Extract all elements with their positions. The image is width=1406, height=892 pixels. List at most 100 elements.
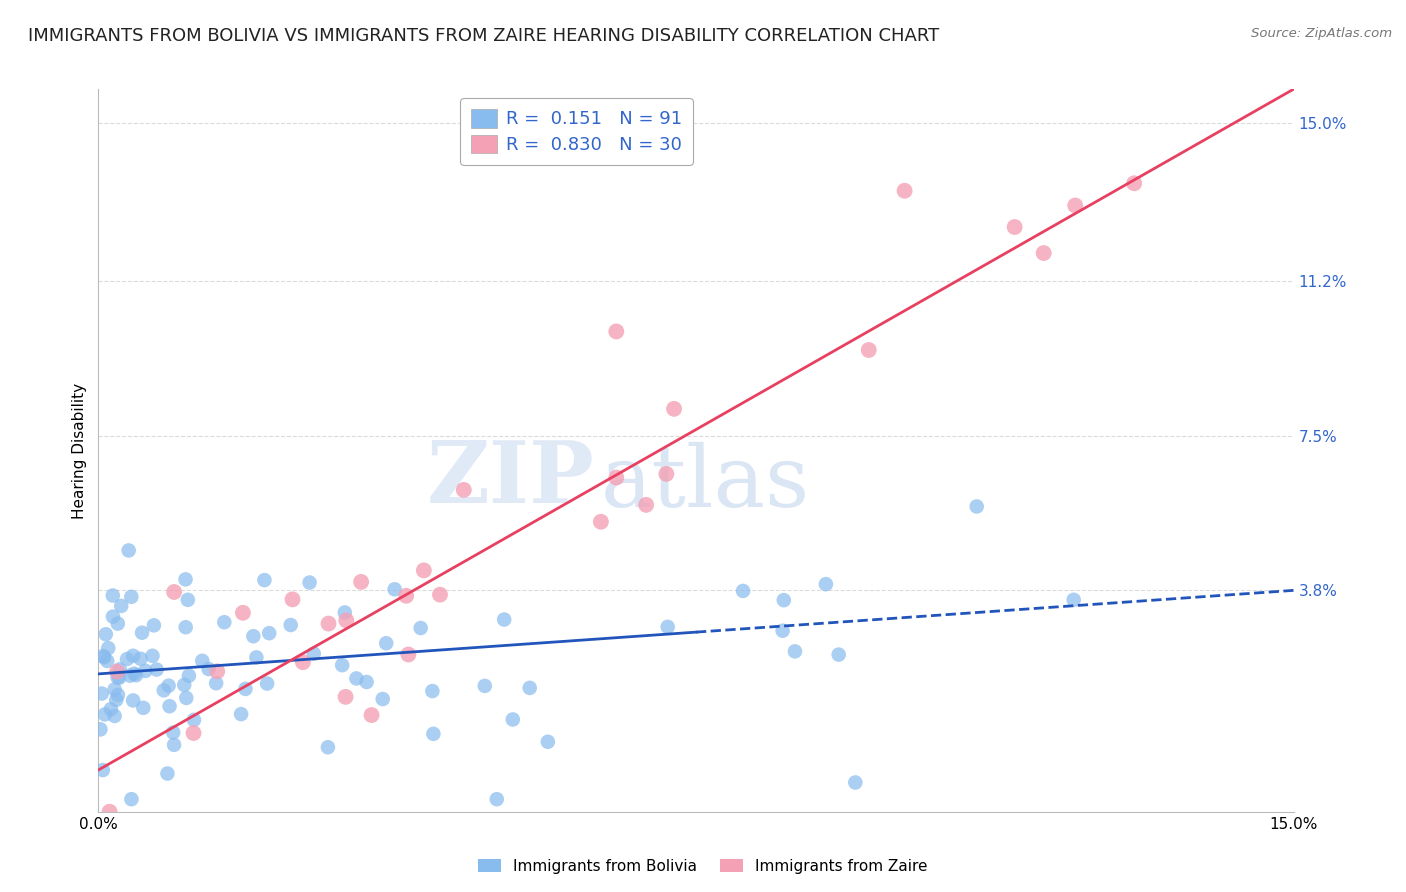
Point — [605, 325, 627, 339]
Point — [163, 738, 186, 752]
Text: IMMIGRANTS FROM BOLIVIA VS IMMIGRANTS FROM ZAIRE HEARING DISABILITY CORRELATION : IMMIGRANTS FROM BOLIVIA VS IMMIGRANTS FR… — [28, 27, 939, 45]
Point — [157, 679, 180, 693]
Point — [122, 666, 145, 681]
Point — [344, 672, 367, 686]
Point — [409, 621, 432, 635]
Point — [502, 713, 524, 727]
Point — [191, 654, 214, 668]
Point — [107, 671, 129, 685]
Point — [177, 669, 200, 683]
Point — [118, 668, 141, 682]
Point — [131, 625, 153, 640]
Point — [235, 681, 257, 696]
Point — [125, 668, 148, 682]
Point — [772, 624, 794, 638]
Point — [129, 652, 152, 666]
Point — [141, 648, 163, 663]
Point — [422, 727, 444, 741]
Point — [858, 343, 880, 357]
Point — [145, 663, 167, 677]
Point — [335, 613, 357, 627]
Point — [371, 692, 394, 706]
Point — [828, 648, 851, 662]
Point — [257, 626, 280, 640]
Point — [412, 563, 434, 577]
Point — [360, 708, 382, 723]
Point — [108, 671, 131, 685]
Point — [207, 665, 229, 679]
Point — [97, 641, 120, 656]
Point — [96, 654, 118, 668]
Point — [655, 467, 678, 481]
Point — [132, 701, 155, 715]
Point — [183, 713, 205, 727]
Point — [183, 726, 205, 740]
Point — [101, 609, 124, 624]
Point — [298, 575, 321, 590]
Point — [605, 470, 627, 484]
Point — [142, 618, 165, 632]
Point — [205, 676, 228, 690]
Point — [122, 693, 145, 707]
Point — [101, 589, 124, 603]
Point — [214, 615, 236, 630]
Point — [1004, 220, 1026, 235]
Point — [636, 498, 658, 512]
Point — [89, 723, 111, 737]
Point — [280, 618, 302, 632]
Point — [156, 766, 179, 780]
Point — [893, 184, 915, 198]
Point — [174, 573, 197, 587]
Point — [91, 648, 114, 663]
Point — [422, 684, 444, 698]
Point — [173, 678, 195, 692]
Point — [229, 707, 252, 722]
Point — [120, 590, 142, 604]
Point — [100, 702, 122, 716]
Point — [494, 613, 516, 627]
Point — [256, 676, 278, 690]
Point — [396, 648, 419, 662]
Point — [107, 688, 129, 702]
Point — [335, 690, 357, 704]
Point — [104, 682, 127, 697]
Legend: Immigrants from Bolivia, Immigrants from Zaire: Immigrants from Bolivia, Immigrants from… — [472, 853, 934, 880]
Point — [589, 515, 612, 529]
Point — [115, 652, 138, 666]
Point — [814, 577, 837, 591]
Point — [94, 707, 117, 722]
Point — [120, 792, 142, 806]
Point — [783, 644, 806, 658]
Point — [453, 483, 475, 497]
Point — [134, 664, 156, 678]
Point — [159, 699, 181, 714]
Point — [152, 683, 174, 698]
Point — [318, 616, 340, 631]
Point — [375, 636, 398, 650]
Point — [429, 588, 451, 602]
Point — [94, 627, 117, 641]
Point — [291, 655, 314, 669]
Point — [163, 585, 186, 599]
Point — [657, 620, 679, 634]
Point — [330, 658, 353, 673]
Point — [122, 648, 145, 663]
Point — [98, 805, 121, 819]
Point — [253, 573, 276, 587]
Point — [108, 662, 131, 676]
Point — [245, 650, 267, 665]
Point — [105, 693, 128, 707]
Point — [1064, 198, 1087, 212]
Point — [174, 620, 197, 634]
Point — [177, 592, 200, 607]
Point — [93, 650, 115, 665]
Point — [105, 665, 128, 679]
Point — [772, 593, 794, 607]
Point — [174, 690, 197, 705]
Y-axis label: Hearing Disability: Hearing Disability — [72, 383, 87, 518]
Point — [485, 792, 508, 806]
Point — [966, 500, 988, 514]
Point — [302, 647, 325, 661]
Legend: R =  0.151   N = 91, R =  0.830   N = 30: R = 0.151 N = 91, R = 0.830 N = 30 — [460, 98, 693, 165]
Point — [1063, 592, 1085, 607]
